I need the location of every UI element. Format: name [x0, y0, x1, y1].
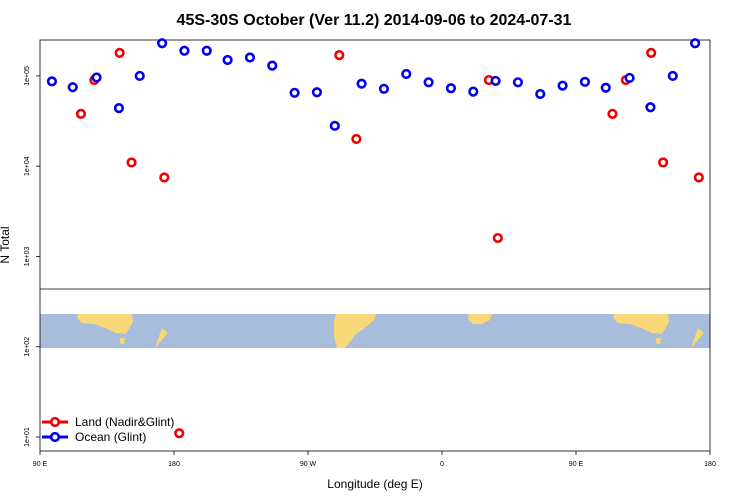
data-point	[468, 86, 479, 97]
data-point	[267, 60, 278, 71]
data-point	[607, 108, 618, 119]
legend-label-land: Land (Nadir&Glint)	[75, 415, 174, 429]
data-point	[356, 78, 367, 89]
x-tick-label: 90 W	[300, 461, 317, 468]
data-point	[67, 82, 78, 93]
data-point	[624, 72, 635, 84]
data-point	[179, 45, 190, 56]
data-point	[378, 83, 390, 94]
data-point	[311, 87, 323, 98]
map-inset	[40, 314, 710, 348]
legend-item-land: Land (Nadir&Glint)	[42, 415, 174, 429]
data-point	[222, 54, 233, 66]
data-point	[159, 172, 170, 183]
data-point	[600, 82, 611, 93]
data-point	[492, 232, 503, 244]
data-point	[113, 103, 125, 114]
data-point	[201, 45, 212, 56]
data-point	[646, 47, 657, 58]
data-point	[329, 120, 340, 131]
data-point	[46, 76, 58, 87]
data-point	[657, 157, 669, 168]
legend: Land (Nadir&Glint) Ocean (Glint)	[42, 415, 174, 444]
chart-title: 45S-30S October (Ver 11.2) 2014-09-06 to…	[177, 12, 572, 29]
legend-item-ocean: Ocean (Glint)	[42, 430, 146, 444]
data-point	[423, 77, 434, 88]
plot-frame	[39, 39, 711, 452]
data-point	[490, 75, 501, 87]
data-point	[512, 77, 524, 88]
data-point	[535, 88, 546, 100]
data-point	[445, 83, 457, 94]
data-point	[156, 38, 168, 49]
y-tick-label: 1e+05	[24, 66, 31, 86]
data-point	[690, 38, 701, 49]
x-tick-label: 90 E	[33, 461, 48, 468]
data-point	[289, 87, 300, 98]
data-point	[114, 47, 125, 58]
x-axis-label: Longitude (deg E)	[327, 477, 422, 491]
data-point	[134, 70, 145, 82]
y-axis-label: N Total	[0, 226, 12, 263]
y-tick-label: 1e+02	[24, 337, 31, 357]
data-point	[244, 52, 256, 63]
data-point	[557, 80, 568, 91]
data-point	[334, 50, 345, 61]
legend-marker-land	[49, 416, 61, 428]
data-point	[645, 102, 656, 113]
data-point	[126, 157, 137, 168]
y-tick-label: 1e+04	[24, 156, 31, 176]
series-ocean	[46, 38, 701, 131]
data-point	[174, 428, 185, 439]
y-tick-label: 1e+03	[24, 247, 31, 267]
data-point	[693, 172, 704, 183]
x-tick-label: 180	[704, 461, 716, 468]
data-point	[75, 108, 87, 119]
x-tick-label: 180	[168, 461, 180, 468]
data-point	[667, 70, 678, 82]
data-point	[401, 68, 412, 80]
x-tick-label: 90 E	[569, 461, 584, 468]
legend-marker-ocean	[49, 431, 61, 443]
y-tick-label: 1e+01	[24, 427, 31, 447]
data-point	[351, 133, 362, 145]
data-point	[579, 76, 591, 87]
x-tick-label: 0	[440, 461, 444, 468]
series-land	[75, 47, 704, 439]
data-point	[91, 72, 102, 83]
data-points	[46, 38, 704, 439]
y-axis: 1e+01 1e+02 1e+03 1e+04 1e+05	[24, 66, 40, 447]
x-axis: 90 E 180 90 W 0 90 E 180	[33, 451, 716, 468]
legend-label-ocean: Ocean (Glint)	[75, 430, 146, 444]
